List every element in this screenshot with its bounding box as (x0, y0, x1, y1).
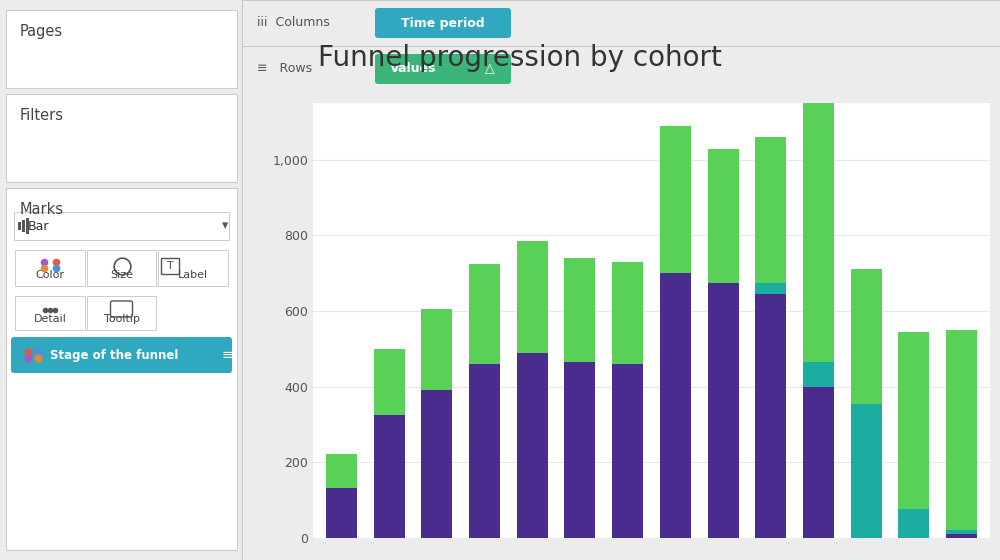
Text: iii  Columns: iii Columns (257, 16, 330, 30)
Bar (612, 262, 643, 364)
Bar (326, 455, 357, 488)
Bar (851, 269, 882, 404)
Bar (421, 390, 452, 538)
Bar (946, 330, 977, 530)
Text: Bar: Bar (28, 220, 50, 232)
Bar (6, 188, 237, 550)
FancyBboxPatch shape (375, 54, 511, 84)
Bar (469, 264, 500, 364)
FancyBboxPatch shape (375, 8, 511, 38)
Bar (708, 283, 739, 538)
Bar (374, 349, 405, 415)
Bar (708, 148, 739, 283)
Bar (18, 222, 21, 230)
Text: Marks: Marks (20, 202, 64, 217)
Bar (326, 488, 357, 538)
Text: ▾: ▾ (222, 220, 228, 232)
Text: Pages: Pages (20, 24, 63, 39)
Bar (6, 94, 237, 182)
Text: Values: Values (390, 63, 436, 76)
Bar (755, 137, 786, 283)
Text: Label: Label (178, 270, 208, 280)
Bar (22, 220, 25, 232)
Text: Stage of the funnel: Stage of the funnel (50, 348, 178, 362)
Bar (87, 296, 156, 330)
Bar (946, 534, 977, 538)
Bar (15, 296, 85, 330)
FancyBboxPatch shape (11, 337, 232, 373)
Bar (755, 283, 786, 294)
Bar (469, 364, 500, 538)
Text: △: △ (485, 63, 495, 76)
Text: Detail: Detail (33, 314, 66, 324)
Text: Tooltip: Tooltip (104, 314, 140, 324)
Text: Filters: Filters (20, 108, 64, 123)
Bar (898, 509, 929, 538)
Bar (161, 258, 179, 274)
Bar (851, 404, 882, 538)
Bar (564, 258, 595, 362)
Bar (517, 241, 548, 352)
Text: T: T (167, 261, 174, 271)
Bar (898, 332, 929, 509)
Bar (421, 309, 452, 390)
Bar (15, 250, 85, 286)
Text: Color: Color (35, 270, 64, 280)
Bar (612, 364, 643, 538)
Bar (803, 386, 834, 538)
Bar (14, 212, 229, 240)
Text: Size: Size (110, 270, 133, 280)
Bar (87, 250, 156, 286)
Bar (158, 250, 228, 286)
Bar (517, 352, 548, 538)
Bar (803, 103, 834, 362)
Text: Time period: Time period (401, 16, 485, 30)
Bar (660, 273, 691, 538)
Bar (755, 294, 786, 538)
Bar (6, 10, 237, 88)
Bar (946, 530, 977, 534)
Bar (26, 218, 29, 234)
Text: ≡   Rows: ≡ Rows (257, 63, 312, 76)
Text: ≡: ≡ (221, 348, 233, 362)
Bar (564, 362, 595, 538)
Bar (660, 126, 691, 273)
Bar (374, 415, 405, 538)
Bar (803, 362, 834, 386)
Text: Funnel progression by cohort: Funnel progression by cohort (318, 44, 722, 72)
